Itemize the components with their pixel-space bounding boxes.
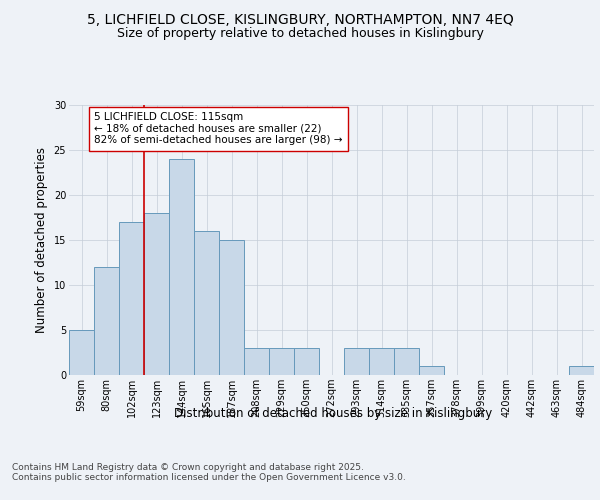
Bar: [119, 222, 144, 375]
Bar: [169, 159, 194, 375]
Bar: [69, 330, 94, 375]
Text: 5, LICHFIELD CLOSE, KISLINGBURY, NORTHAMPTON, NN7 4EQ: 5, LICHFIELD CLOSE, KISLINGBURY, NORTHAM…: [86, 12, 514, 26]
Bar: [144, 213, 169, 375]
Y-axis label: Number of detached properties: Number of detached properties: [35, 147, 48, 333]
Bar: [394, 348, 419, 375]
Bar: [344, 348, 369, 375]
Bar: [94, 267, 119, 375]
Text: Distribution of detached houses by size in Kislingbury: Distribution of detached houses by size …: [174, 408, 492, 420]
Bar: [294, 348, 319, 375]
Text: 5 LICHFIELD CLOSE: 115sqm
← 18% of detached houses are smaller (22)
82% of semi-: 5 LICHFIELD CLOSE: 115sqm ← 18% of detac…: [94, 112, 343, 146]
Bar: [569, 366, 594, 375]
Text: Size of property relative to detached houses in Kislingbury: Size of property relative to detached ho…: [116, 28, 484, 40]
Bar: [269, 348, 294, 375]
Bar: [419, 366, 444, 375]
Text: Contains HM Land Registry data © Crown copyright and database right 2025.
Contai: Contains HM Land Registry data © Crown c…: [12, 462, 406, 482]
Bar: [369, 348, 394, 375]
Bar: [194, 231, 219, 375]
Bar: [219, 240, 244, 375]
Bar: [244, 348, 269, 375]
